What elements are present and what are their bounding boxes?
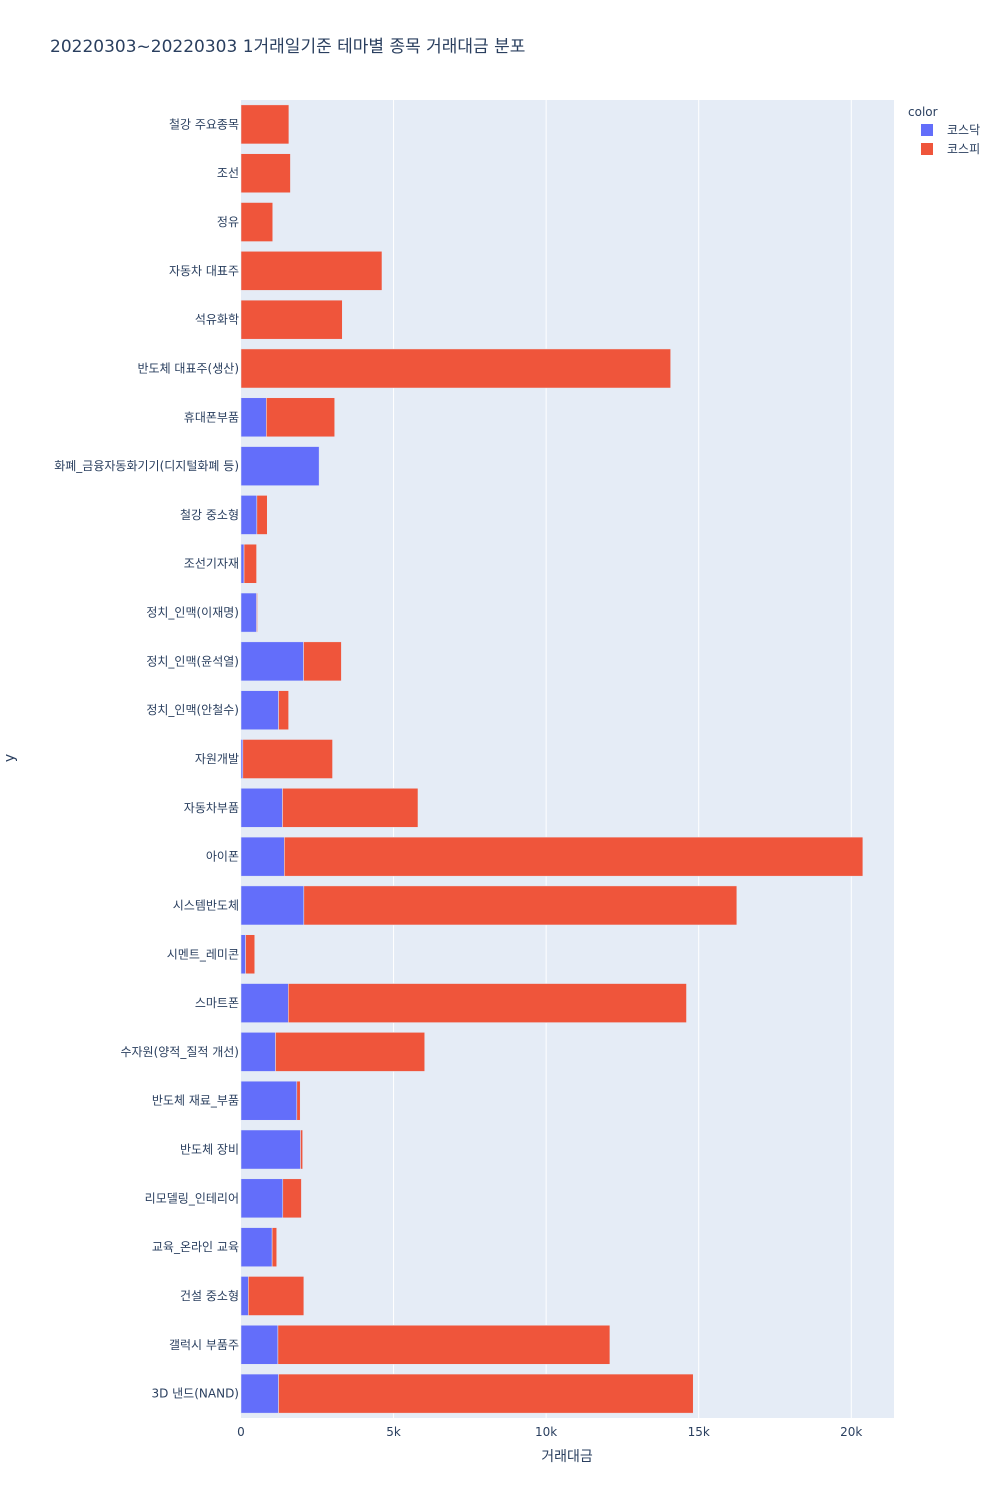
x-gridlines	[393, 100, 852, 1418]
y-axis-title: y	[2, 754, 18, 762]
legend-item-label[interactable]: 코스피	[947, 142, 980, 156]
bar-segment[interactable]	[245, 934, 255, 975]
y-tick-label: 시멘트_레미콘	[167, 947, 239, 961]
bar-segment[interactable]	[240, 1129, 301, 1170]
y-tick-label: 정치_인맥(안철수)	[146, 703, 239, 717]
bar-segment[interactable]	[240, 983, 289, 1023]
y-tick-label: 철강 주요종목	[169, 117, 239, 131]
bar-segment[interactable]	[240, 153, 291, 193]
legend-swatch[interactable]	[921, 124, 933, 136]
bar-segment[interactable]	[300, 1129, 303, 1170]
bar-segment[interactable]	[240, 1227, 273, 1267]
bar-segment[interactable]	[240, 1325, 279, 1365]
bar-segment[interactable]	[240, 202, 273, 242]
x-tick-label: 15k	[688, 1425, 710, 1439]
bar-segment[interactable]	[284, 836, 864, 877]
y-tick-label: 정유	[217, 215, 239, 229]
bar-segment[interactable]	[240, 397, 267, 438]
bar-segment[interactable]	[303, 641, 342, 682]
x-tick-label: 10k	[535, 1425, 557, 1439]
bar-segment[interactable]	[240, 1276, 249, 1316]
bar-segment[interactable]	[240, 104, 290, 145]
bar-segment[interactable]	[277, 1325, 611, 1365]
y-tick-label: 건설 중소형	[180, 1289, 239, 1303]
y-tick-label: 스마트폰	[195, 996, 239, 1010]
y-tick-label: 정치_인맥(이재명)	[146, 606, 239, 620]
bar-segment[interactable]	[240, 1178, 284, 1219]
y-tick-label: 갤럭시 부품주	[169, 1338, 239, 1352]
bar-segment[interactable]	[282, 788, 419, 828]
y-tick-label: 반도체 재료_부품	[152, 1094, 239, 1108]
bar-segment[interactable]	[271, 1227, 277, 1267]
legend-title: color	[908, 105, 938, 119]
bar-segment[interactable]	[240, 934, 246, 975]
bars[interactable]	[240, 104, 864, 1414]
bar-segment[interactable]	[240, 446, 320, 486]
bar-segment[interactable]	[256, 495, 268, 535]
x-tick-label: 20k	[840, 1425, 862, 1439]
bar-segment[interactable]	[240, 592, 257, 633]
bar-segment[interactable]	[240, 739, 244, 779]
bar-segment[interactable]	[240, 348, 671, 389]
y-tick-label: 휴대폰부품	[184, 410, 239, 424]
y-tick-label: 리모델링_인테리어	[145, 1191, 239, 1205]
y-tick-label: 수자원(양적_질적 개선)	[120, 1045, 239, 1059]
bar-segment[interactable]	[240, 836, 285, 877]
bar-segment[interactable]	[282, 1178, 302, 1219]
x-axis-title: 거래대금	[541, 1449, 593, 1465]
y-tick-label: 아이폰	[206, 850, 239, 864]
bar-segment[interactable]	[240, 299, 343, 340]
x-tick-labels: 0 5k 10k 15k 20k	[237, 1425, 862, 1439]
bar-segment[interactable]	[288, 983, 687, 1023]
bar-segment[interactable]	[240, 885, 305, 926]
y-tick-label: 3D 낸드(NAND)	[151, 1387, 239, 1401]
y-tick-label: 자동차 대표주	[169, 264, 239, 278]
bar-segment[interactable]	[296, 1080, 301, 1121]
bar-segment[interactable]	[242, 739, 333, 779]
bar-segment[interactable]	[303, 885, 738, 926]
bar-segment[interactable]	[266, 397, 335, 438]
y-tick-label: 조선	[217, 166, 239, 180]
y-tick-label: 자원개발	[195, 752, 239, 766]
y-tick-label: 조선기자재	[184, 557, 239, 571]
y-tick-label: 석유화학	[195, 313, 239, 327]
bar-segment[interactable]	[240, 641, 304, 682]
bar-segment[interactable]	[240, 1032, 276, 1072]
bar-segment[interactable]	[275, 1032, 425, 1072]
y-tick-label: 정치_인맥(윤석열)	[146, 654, 239, 668]
bar-segment[interactable]	[243, 543, 257, 584]
bar-segment[interactable]	[248, 1276, 305, 1316]
bar-segment[interactable]	[240, 1080, 298, 1121]
x-tick-label: 0	[237, 1425, 245, 1439]
bar-segment[interactable]	[278, 1373, 694, 1414]
bar-segment[interactable]	[278, 690, 289, 730]
bar-segment[interactable]	[240, 788, 283, 828]
legend-item-label[interactable]: 코스닥	[947, 123, 980, 137]
y-tick-label: 자동차부품	[184, 801, 239, 815]
plot-background	[241, 100, 894, 1418]
bar-segment[interactable]	[256, 592, 258, 633]
x-tick-label: 5k	[386, 1425, 401, 1439]
y-tick-label: 반도체 장비	[180, 1143, 239, 1157]
bar-segment[interactable]	[240, 543, 245, 584]
chart-title: 20220303~20220303 1거래일기준 테마별 종목 거래대금 분포	[50, 37, 526, 57]
y-tick-label: 화폐_금융자동화기기(디지털화폐 등)	[54, 459, 239, 473]
bar-segment[interactable]	[240, 690, 279, 730]
y-tick-label: 철강 중소형	[180, 508, 239, 522]
y-tick-label: 반도체 대표주(생산)	[138, 361, 240, 375]
bar-segment[interactable]	[240, 251, 383, 291]
bar-segment[interactable]	[240, 1373, 279, 1414]
bar-segment[interactable]	[240, 495, 258, 535]
y-tick-label: 시스템반도체	[173, 898, 239, 912]
legend-swatch[interactable]	[921, 143, 933, 155]
y-tick-label: 교육_온라인 교육	[152, 1240, 239, 1254]
